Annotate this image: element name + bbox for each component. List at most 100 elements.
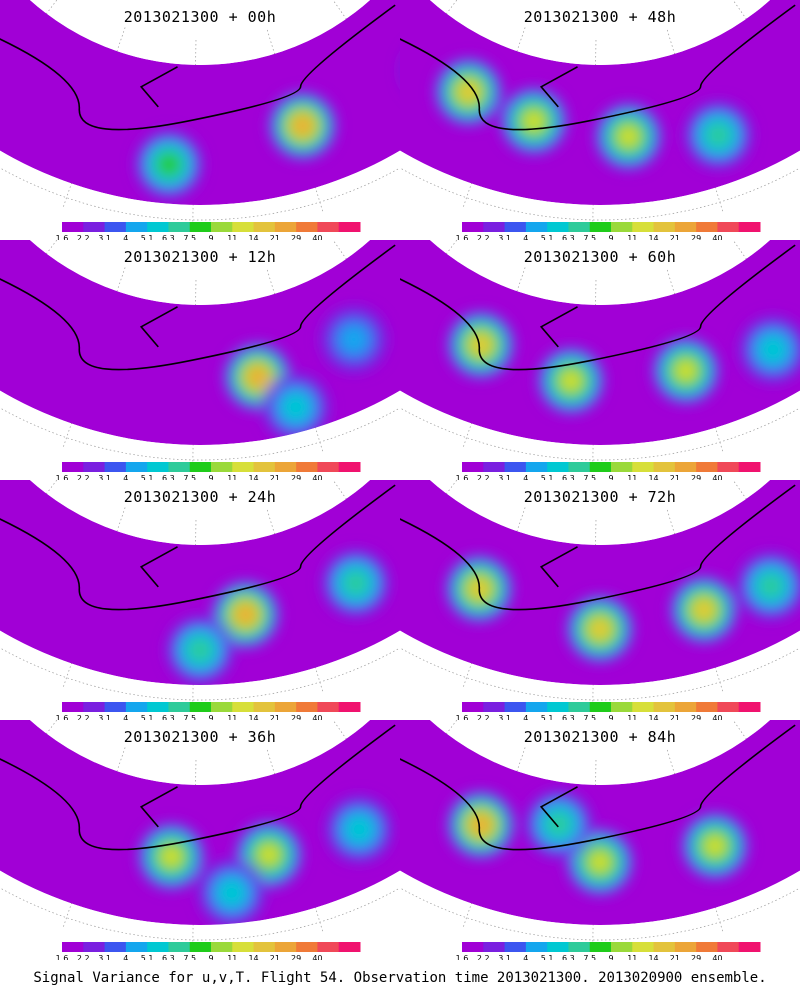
- field-blob: [158, 153, 180, 176]
- colorbar-tick-label: 21: [270, 234, 280, 240]
- colorbar-swatch: [483, 222, 506, 232]
- colorbar-swatch: [296, 222, 318, 232]
- colorbar-tick-label: 40: [312, 234, 322, 240]
- colorbar-tick-label: 3.1: [498, 954, 511, 960]
- colorbar-swatch: [717, 222, 740, 232]
- map-panel: 2013021300 + 84h 1.6 2.2 3.1 4 5.1 6.3 7.5 9 11 14…: [400, 720, 800, 960]
- colorbar-swatch: [274, 942, 297, 952]
- colorbar-tick-label: 1.6: [456, 954, 469, 960]
- colorbar-swatch: [589, 222, 612, 232]
- coastline: [400, 484, 796, 611]
- map-plot: 1.6 2.2 3.1 4 5.1 6.3 7.5 9 11 14 21 29 40: [400, 240, 800, 480]
- colorbar-tick-label: 9: [208, 954, 213, 960]
- field-blob: [561, 371, 581, 391]
- variance-field: [0, 480, 400, 685]
- colorbar-swatch: [189, 222, 212, 232]
- colorbar-swatch: [611, 942, 633, 952]
- colorbar-tick-label: 3.1: [498, 474, 511, 480]
- colorbar-swatch: [104, 702, 127, 712]
- colorbar-swatch: [168, 702, 191, 712]
- colorbar-tick-label: 6.3: [562, 234, 575, 240]
- map-panel: 2013021300 + 36h 1.6 2.2 3.1 4 5.1 6.3 7.5 9 11 14…: [0, 720, 400, 960]
- colorbar-swatch: [504, 222, 527, 232]
- colorbar: 1.6 2.2 3.1 4 5.1 6.3 7.5 9 11 14 21 29 40: [456, 222, 761, 240]
- colorbar-tick-label: 9: [608, 474, 613, 480]
- colorbar-swatch: [104, 462, 127, 472]
- figure-caption: Signal Variance for u,v,T. Flight 54. Ob…: [33, 970, 767, 986]
- map-panel: 2013021300 + 24h 1.6 2.2 3.1 4 5.1 6.3 7.5 9 11 14…: [0, 480, 400, 720]
- variance-field: [0, 720, 400, 925]
- colorbar-tick-label: 9: [208, 714, 213, 720]
- colorbar-tick-label: 7.5: [183, 234, 196, 240]
- colorbar-swatch: [317, 462, 340, 472]
- colorbar-swatch: [338, 702, 361, 712]
- colorbar-swatch: [547, 942, 569, 952]
- colorbar-tick-label: 5.1: [541, 474, 554, 480]
- colorbar-tick-label: 11: [227, 234, 237, 240]
- colorbar-tick-label: 29: [291, 474, 301, 480]
- coastline: [0, 724, 396, 851]
- colorbar-swatch: [168, 942, 191, 952]
- colorbar-tick-label: 5.1: [541, 234, 554, 240]
- colorbar-swatch: [232, 462, 255, 472]
- colorbar-tick-label: 21: [670, 714, 680, 720]
- colorbar-swatch: [168, 222, 191, 232]
- map-plot: 1.6 2.2 3.1 4 5.1 6.3 7.5 9 11 14 21 29 40: [0, 480, 400, 720]
- colorbar-swatch: [483, 942, 506, 952]
- colorbar-tick-label: 21: [670, 474, 680, 480]
- colorbar-tick-label: 40: [712, 954, 722, 960]
- coastline: [400, 244, 796, 371]
- colorbar: 1.6 2.2 3.1 4 5.1 6.3 7.5 9 11 14 21 29 40: [56, 222, 361, 240]
- colorbar-swatch: [232, 942, 255, 952]
- field-blob: [161, 847, 181, 867]
- colorbar-swatch: [253, 702, 276, 712]
- field-blob: [293, 116, 312, 135]
- colorbar-tick-label: 1.6: [56, 714, 69, 720]
- field-blob: [524, 111, 544, 131]
- colorbar-swatch: [253, 222, 276, 232]
- panel-title: 2013021300 + 84h: [523, 728, 677, 746]
- coastline: [0, 484, 396, 611]
- colorbar-swatch: [611, 702, 633, 712]
- coastline: [0, 4, 396, 131]
- colorbar-tick-label: 2.2: [77, 954, 90, 960]
- colorbar-swatch: [589, 462, 612, 472]
- colorbar-swatch: [189, 462, 212, 472]
- colorbar-tick-label: 40: [312, 714, 322, 720]
- colorbar-tick-label: 14: [248, 234, 258, 240]
- field-blob: [590, 852, 610, 872]
- colorbar-swatch: [211, 702, 233, 712]
- colorbar: 1.6 2.2 3.1 4 5.1 6.3 7.5 9 11 14 21 29 40: [456, 942, 761, 960]
- colorbar-swatch: [232, 222, 255, 232]
- colorbar-swatch: [568, 942, 591, 952]
- colorbar-tick-label: 14: [648, 474, 658, 480]
- panel-title: 2013021300 + 24h: [123, 488, 277, 506]
- colorbar-tick-label: 29: [291, 714, 301, 720]
- map-plot: 1.6 2.2 3.1 4 5.1 6.3 7.5 9 11 14 21 29 40: [400, 720, 800, 960]
- colorbar-tick-label: 5.1: [141, 714, 154, 720]
- colorbar-tick-label: 3.1: [98, 234, 111, 240]
- colorbar-tick-label: 5.1: [541, 714, 554, 720]
- colorbar-swatch: [696, 462, 718, 472]
- colorbar-tick-label: 11: [627, 714, 637, 720]
- colorbar-swatch: [232, 702, 255, 712]
- colorbar-swatch: [674, 462, 697, 472]
- colorbar-tick-label: 6.3: [162, 234, 175, 240]
- field-blob: [282, 394, 309, 421]
- colorbar-swatch: [547, 702, 569, 712]
- colorbar-swatch: [525, 702, 548, 712]
- colorbar-tick-label: 3.1: [98, 714, 111, 720]
- field-blob: [759, 574, 783, 598]
- colorbar-tick-label: 1.6: [456, 474, 469, 480]
- variance-field: [0, 240, 400, 445]
- colorbar-tick-label: 3.1: [98, 954, 111, 960]
- colorbar-swatch: [653, 942, 676, 952]
- colorbar-swatch: [632, 462, 655, 472]
- colorbar-swatch: [253, 462, 276, 472]
- colorbar-tick-label: 7.5: [583, 474, 596, 480]
- colorbar-swatch: [338, 942, 361, 952]
- colorbar-tick-label: 7.5: [183, 954, 196, 960]
- field-blob: [706, 123, 730, 147]
- colorbar-swatch: [504, 462, 527, 472]
- colorbar-swatch: [696, 702, 718, 712]
